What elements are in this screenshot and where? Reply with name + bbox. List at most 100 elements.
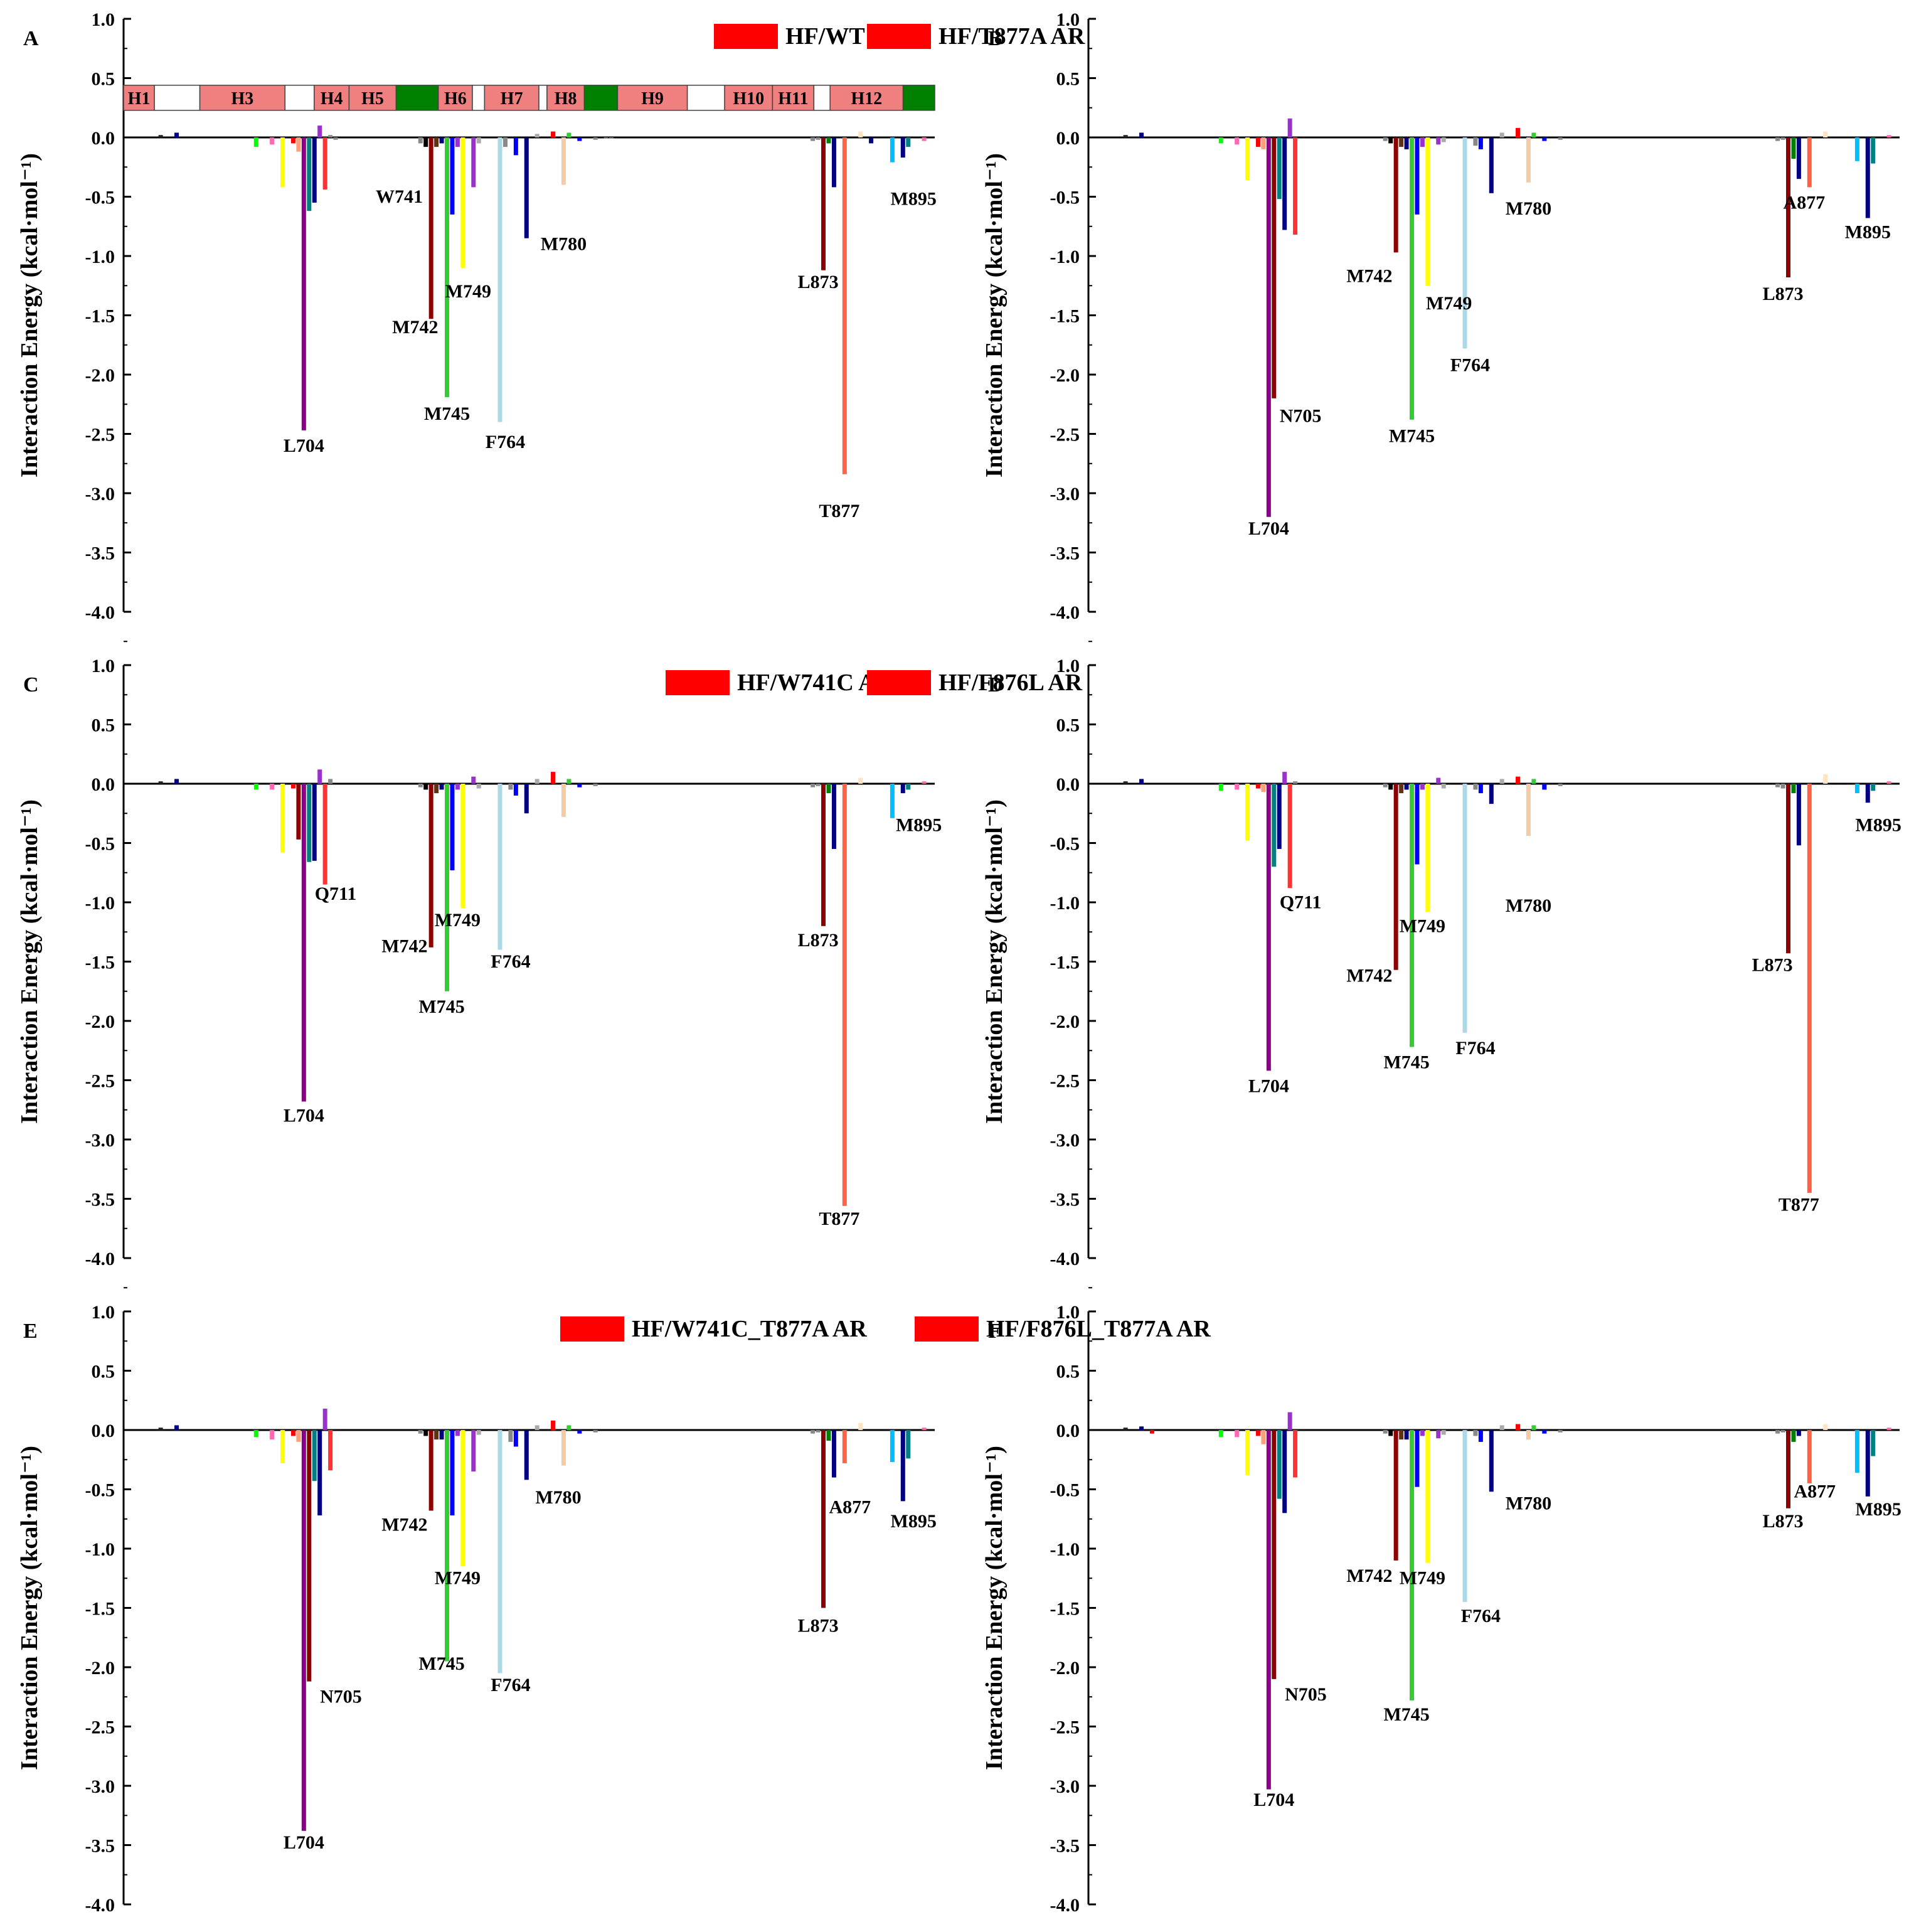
y-axis-label: Interaction Energy (kcal·mol⁻¹) (16, 1446, 43, 1770)
panel-letter: F (988, 1320, 1001, 1343)
residue-label: M780 (1506, 895, 1551, 916)
bar (1478, 784, 1483, 794)
bar (1780, 1430, 1785, 1433)
bar (1287, 784, 1292, 889)
bar (322, 784, 327, 885)
y-tick-label: 0.5 (92, 1362, 115, 1382)
bar (290, 137, 295, 144)
residue-label: T877 (819, 501, 859, 521)
helix-segment (472, 85, 486, 111)
bar (922, 137, 927, 141)
bar (508, 1430, 513, 1442)
bar (1388, 1430, 1393, 1436)
y-tick-label: -4.0 (85, 1895, 115, 1916)
bar (1531, 779, 1536, 784)
bar (1272, 1430, 1277, 1679)
helix-segment (686, 85, 725, 111)
bar (476, 1430, 481, 1435)
bar (900, 784, 905, 794)
y-tick-label: -2.0 (1050, 365, 1080, 386)
bar (1393, 784, 1398, 970)
residue-label: M780 (535, 1487, 581, 1508)
bar (1149, 1430, 1154, 1434)
helix-label: H5 (361, 89, 384, 109)
residue-label: M742 (1346, 966, 1392, 986)
bar (1542, 137, 1547, 141)
bar (593, 784, 598, 786)
y-tick-label: -2.5 (85, 1071, 115, 1092)
bar (301, 1430, 306, 1831)
bar (1441, 1430, 1446, 1435)
bar (1526, 137, 1531, 183)
y-tick-label: 1.0 (92, 1302, 115, 1323)
helix-label: H3 (231, 89, 254, 109)
bar (497, 1430, 503, 1673)
y-axis-label: Interaction Energy (kcal·mol⁻¹) (981, 799, 1008, 1124)
bar (1425, 137, 1430, 286)
bar (434, 1430, 439, 1440)
bar (158, 781, 163, 784)
y-tick-label: -3.0 (85, 1776, 115, 1797)
bar (1775, 137, 1780, 141)
bar (826, 137, 831, 144)
bar (821, 137, 826, 270)
bar (1393, 137, 1398, 253)
helix-segment (617, 85, 688, 111)
legend-label: HF/F876L_T877A AR (986, 1316, 1211, 1342)
bar (460, 1430, 465, 1567)
helix-label: H4 (321, 89, 343, 109)
bar (328, 135, 333, 137)
bar (1425, 784, 1430, 912)
bar (1399, 137, 1404, 147)
y-tick-label: -1.5 (1050, 306, 1080, 327)
bar (1255, 784, 1260, 789)
bar (1796, 137, 1801, 179)
bar (816, 137, 821, 140)
bar (609, 137, 614, 139)
y-tick-label: 0.5 (1056, 1362, 1080, 1382)
bars (1123, 1412, 1891, 1790)
residue-label: F764 (1450, 355, 1490, 375)
bar (1282, 137, 1287, 230)
y-tick-label: -2.5 (85, 425, 115, 446)
residue-label: M749 (435, 910, 481, 931)
bar (1854, 784, 1859, 794)
bar (1266, 137, 1271, 517)
bar (428, 137, 433, 319)
y-tick-label: 0.0 (1056, 128, 1080, 149)
bar (476, 784, 481, 789)
residue-label: M749 (1400, 1568, 1445, 1589)
bar (1558, 784, 1563, 786)
bar (1383, 1430, 1388, 1434)
bar (1218, 1430, 1223, 1438)
y-tick-label: -2.0 (1050, 1011, 1080, 1032)
bar (1558, 1430, 1563, 1433)
bar (1415, 784, 1420, 865)
bar (561, 137, 566, 185)
y-tick-label: -4.0 (85, 1249, 115, 1269)
y-tick-label: -3.5 (1050, 1190, 1080, 1210)
residue-label: F764 (491, 1675, 530, 1695)
bar (1383, 137, 1388, 141)
bar (322, 1408, 327, 1430)
bar (1542, 1430, 1547, 1434)
bar (1404, 1430, 1409, 1440)
bar (1245, 784, 1250, 841)
y-tick-label: -1.0 (1050, 1539, 1080, 1560)
bar (1775, 784, 1780, 787)
bar (280, 1430, 285, 1463)
bar (534, 779, 540, 784)
bar (418, 784, 423, 787)
bar (1235, 784, 1240, 790)
legend-label: HF/W741C_T877A AR (632, 1316, 867, 1342)
bar (497, 784, 503, 950)
y-tick-label: -1.5 (85, 306, 115, 327)
residue-label: F764 (1455, 1038, 1495, 1059)
bar (1871, 784, 1876, 791)
residue-label: L704 (1253, 1790, 1294, 1810)
y-tick-label: 0.5 (1056, 69, 1080, 90)
panel-B: B 1.0 0.5 0.0 -0.5 -1.0 -1.5 -2.0 -2.5 -3.0 -3.5 -4… (867, 9, 1900, 643)
bar (1462, 784, 1467, 1033)
bar (1796, 1430, 1801, 1436)
bar (524, 784, 529, 814)
